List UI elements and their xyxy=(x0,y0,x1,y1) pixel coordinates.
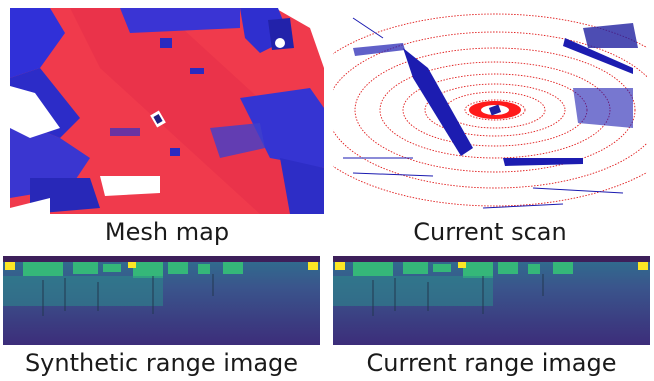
synthetic-range-image xyxy=(3,256,320,345)
mesh-map-image xyxy=(10,8,324,214)
current-scan-caption: Current scan xyxy=(333,218,647,246)
mesh-map-panel xyxy=(10,8,324,214)
synthetic-range-image-caption: Synthetic range image xyxy=(3,349,320,377)
current-scan-image xyxy=(333,8,647,214)
current-range-image-panel xyxy=(333,256,650,345)
current-range-image xyxy=(333,256,650,345)
current-scan-panel xyxy=(333,8,647,214)
current-range-image-caption: Current range image xyxy=(333,349,650,377)
synthetic-range-image-panel xyxy=(3,256,320,345)
mesh-map-caption: Mesh map xyxy=(10,218,324,246)
